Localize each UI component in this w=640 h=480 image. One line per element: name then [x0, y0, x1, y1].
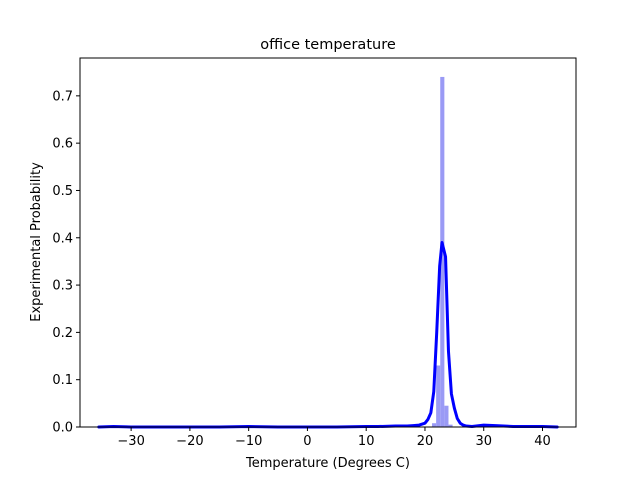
x-axis-label: Temperature (Degrees C)	[245, 456, 410, 471]
x-axis-ticks: −30 −20 −10 0 10 20 30 40	[117, 427, 551, 449]
y-tick-label: 0.3	[52, 279, 73, 294]
chart-title: office temperature	[260, 37, 396, 53]
x-tick-label: −10	[235, 434, 262, 449]
x-tick-label: −20	[176, 434, 203, 449]
x-tick-label: 30	[475, 434, 492, 449]
x-tick-label: 40	[534, 434, 551, 449]
plot-frame	[79, 57, 577, 428]
histogram-bar-4	[448, 424, 453, 427]
y-axis-label: Experimental Probability	[29, 162, 44, 322]
y-tick-label: 0.4	[52, 231, 73, 246]
histogram-bar-0	[432, 423, 437, 427]
histogram-bar-1	[436, 365, 441, 427]
x-tick-label: 20	[417, 434, 434, 449]
x-tick-label: −30	[117, 434, 144, 449]
y-tick-label: 0.0	[52, 421, 73, 436]
y-tick-label: 0.7	[52, 89, 73, 104]
y-axis-ticks: 0.0 0.1 0.2 0.3 0.4 0.5 0.6 0.7	[52, 89, 80, 436]
histogram-bar-3	[444, 405, 449, 427]
y-tick-label: 0.1	[52, 373, 73, 388]
x-tick-label: 10	[358, 434, 375, 449]
y-tick-label: 0.5	[52, 184, 73, 199]
y-tick-label: 0.6	[52, 137, 73, 152]
x-tick-label: 0	[303, 434, 311, 449]
y-tick-label: 0.2	[52, 326, 73, 341]
